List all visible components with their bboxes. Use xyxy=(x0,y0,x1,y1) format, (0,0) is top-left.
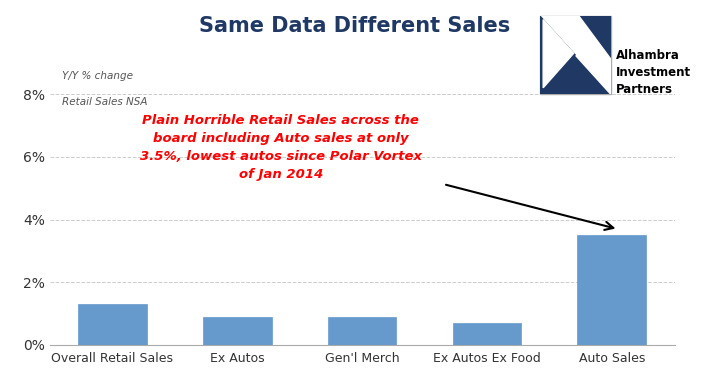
Bar xyxy=(577,235,646,345)
Bar xyxy=(203,317,272,345)
Bar xyxy=(78,304,147,345)
Text: Plain Horrible Retail Sales across the
board including Auto sales at only
3.5%, : Plain Horrible Retail Sales across the b… xyxy=(140,114,422,181)
Text: Y/Y % change: Y/Y % change xyxy=(62,71,133,81)
Polygon shape xyxy=(543,20,574,88)
Text: Same Data Different Sales: Same Data Different Sales xyxy=(200,16,510,36)
Text: Retail Sales NSA: Retail Sales NSA xyxy=(62,96,148,107)
Bar xyxy=(452,323,521,345)
Text: Alhambra
Investment
Partners: Alhambra Investment Partners xyxy=(616,49,692,96)
Polygon shape xyxy=(540,16,611,94)
Bar xyxy=(328,317,396,345)
Polygon shape xyxy=(540,16,611,94)
Polygon shape xyxy=(540,16,575,94)
